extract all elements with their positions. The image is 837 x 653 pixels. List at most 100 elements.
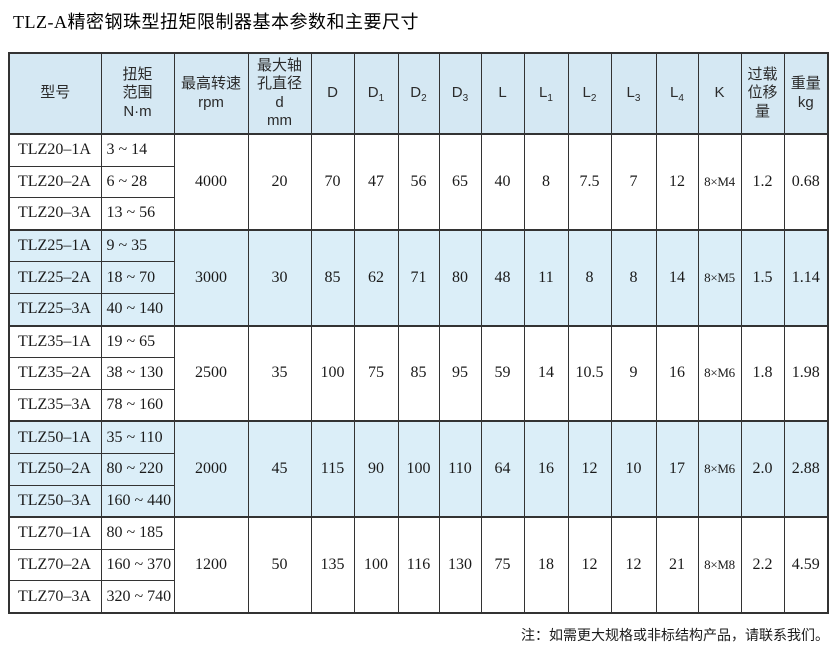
weight-cell: 0.68 (783, 133, 829, 231)
model-cell: TLZ70–1A (8, 516, 102, 550)
L1-cell: 16 (523, 420, 569, 518)
K-cell: 8×M4 (697, 133, 742, 231)
model-cell: TLZ25–3A (8, 292, 102, 327)
model-cell: TLZ25–2A (8, 261, 102, 294)
table-row: TLZ25–3A 40 ~ 140 (8, 292, 828, 327)
column-header-torque: 扭矩 范围 N·m (100, 52, 175, 135)
table-row: TLZ35–3A 78 ~ 160 (8, 388, 828, 422)
table-row: TLZ35–1A 19 ~ 65 2500 35 100 75 85 95 59 14 10.5 9 1… (8, 324, 829, 422)
page-title: TLZ-A精密钢珠型扭矩限制器基本参数和主要尺寸 (13, 12, 419, 32)
table-row: TLZ35–2A 38 ~ 130 (8, 357, 828, 390)
K-cell: 8×M5 (697, 228, 742, 327)
D2-cell: 100 (397, 420, 440, 518)
overload-cell: 2.0 (740, 420, 785, 518)
column-header-d: 最大轴 孔直径 d mm (247, 52, 312, 135)
torque-range-cell: 3 ~ 14 (100, 132, 175, 167)
column-header-L3: L3 (610, 52, 657, 135)
D2-cell: 85 (397, 324, 440, 422)
torque-range-cell: 40 ~ 140 (100, 292, 175, 327)
overload-cell: 1.5 (740, 228, 785, 327)
torque-range-cell: 80 ~ 220 (100, 452, 175, 486)
column-header-weight: 重量 kg (783, 52, 829, 135)
table-row: TLZ25–2A 18 ~ 70 (8, 261, 828, 294)
model-cell: TLZ50–1A (8, 420, 102, 454)
torque-range-cell: 9 ~ 35 (100, 228, 175, 263)
D3-cell: 110 (438, 420, 482, 518)
D3-cell: 95 (438, 324, 482, 422)
D3-cell: 65 (438, 133, 482, 231)
rpm-cell: 1200 (173, 516, 249, 614)
model-cell: TLZ50–3A (8, 484, 102, 518)
model-cell: TLZ35–1A (8, 324, 102, 359)
table-row: TLZ50–1A 35 ~ 110 2000 45 115 90 100 110 64 16 12 1… (8, 420, 829, 518)
header-row: 型号 扭矩 范围 N·m 最高转速 rpm 最大轴 孔直径 d mm D D1 D2 D3 L L… (8, 52, 829, 135)
d-cell: 45 (247, 420, 312, 518)
table-row: TLZ20–2A 6 ~ 28 (8, 165, 828, 199)
torque-range-cell: 18 ~ 70 (100, 261, 175, 294)
D3-cell: 130 (438, 516, 482, 614)
D3-cell: 80 (438, 228, 482, 327)
L2-cell: 12 (567, 516, 612, 614)
column-header-L4: L4 (655, 52, 699, 135)
L2-cell: 12 (567, 420, 612, 518)
column-header-overload: 过载 位移 量 (740, 52, 785, 135)
torque-range-cell: 78 ~ 160 (100, 388, 175, 422)
footnote: 注：如需更大规格或非标结构产品，请联系我们。 (521, 629, 829, 644)
torque-range-cell: 320 ~ 740 (100, 580, 175, 614)
torque-range-cell: 160 ~ 440 (100, 484, 175, 518)
D2-cell: 116 (397, 516, 440, 614)
D-cell: 70 (310, 133, 355, 231)
weight-cell: 1.98 (783, 324, 829, 422)
rpm-cell: 3000 (173, 228, 249, 327)
K-cell: 8×M8 (697, 516, 742, 614)
weight-cell: 1.14 (783, 228, 829, 327)
table-row: TLZ70–3A 320 ~ 740 (8, 580, 828, 614)
L4-cell: 12 (655, 133, 699, 231)
L4-cell: 21 (655, 516, 699, 614)
L1-cell: 18 (523, 516, 569, 614)
rpm-cell: 2000 (173, 420, 249, 518)
L3-cell: 7 (610, 133, 657, 231)
table-row: TLZ70–1A 80 ~ 185 1200 50 135 100 116 130 75 18 12… (8, 516, 829, 614)
L-cell: 40 (480, 133, 525, 231)
model-cell: TLZ70–3A (8, 580, 102, 614)
D-cell: 85 (310, 228, 355, 327)
D-cell: 100 (310, 324, 355, 422)
column-header-D: D (310, 52, 355, 135)
D1-cell: 100 (353, 516, 399, 614)
L2-cell: 10.5 (567, 324, 612, 422)
table-row: TLZ50–3A 160 ~ 440 (8, 484, 828, 518)
L1-cell: 14 (523, 324, 569, 422)
overload-cell: 2.2 (740, 516, 785, 614)
model-cell: TLZ50–2A (8, 452, 102, 486)
L3-cell: 9 (610, 324, 657, 422)
column-header-L2: L2 (567, 52, 612, 135)
weight-cell: 4.59 (783, 516, 829, 614)
L3-cell: 10 (610, 420, 657, 518)
column-header-rpm: 最高转速 rpm (173, 52, 249, 135)
L4-cell: 14 (655, 228, 699, 327)
model-cell: TLZ20–1A (8, 132, 102, 167)
L1-cell: 8 (523, 133, 569, 231)
d-cell: 20 (247, 133, 312, 231)
d-cell: 35 (247, 324, 312, 422)
L3-cell: 8 (610, 228, 657, 327)
L-cell: 75 (480, 516, 525, 614)
column-header-L1: L1 (523, 52, 569, 135)
table-body: TLZ20–1A 3 ~ 14 4000 20 70 47 56 65 40 8 7.5 7 12 8×M… (8, 132, 829, 614)
D1-cell: 47 (353, 133, 399, 231)
model-cell: TLZ35–2A (8, 357, 102, 390)
rpm-cell: 2500 (173, 324, 249, 422)
torque-range-cell: 13 ~ 56 (100, 197, 175, 231)
table-header: 型号 扭矩 范围 N·m 最高转速 rpm 最大轴 孔直径 d mm D D1 D2 D3 L L… (8, 52, 829, 135)
table-row: TLZ50–2A 80 ~ 220 (8, 452, 828, 486)
L-cell: 59 (480, 324, 525, 422)
K-cell: 8×M6 (697, 420, 742, 518)
column-header-K: K (697, 52, 742, 135)
D2-cell: 71 (397, 228, 440, 327)
D2-cell: 56 (397, 133, 440, 231)
L2-cell: 8 (567, 228, 612, 327)
model-cell: TLZ70–2A (8, 548, 102, 582)
spec-table: 型号 扭矩 范围 N·m 最高转速 rpm 最大轴 孔直径 d mm D D1 D2 D3 L L… (8, 52, 829, 614)
